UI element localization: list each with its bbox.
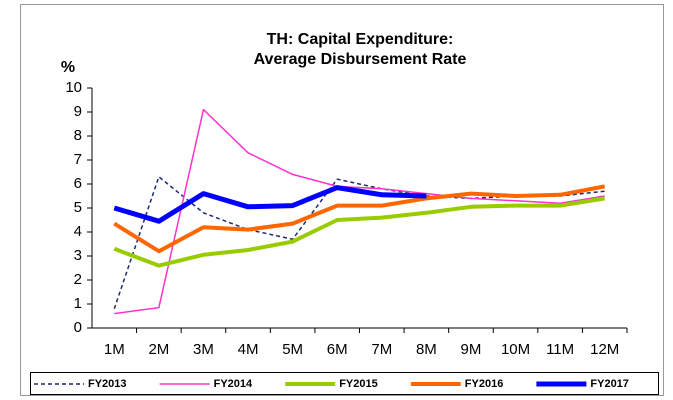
y-tick-label: 6 bbox=[74, 175, 82, 192]
x-tick-label: 9M bbox=[461, 341, 482, 358]
y-tick-label: 3 bbox=[74, 247, 82, 264]
series-line bbox=[114, 108, 605, 315]
y-tick-label: 5 bbox=[74, 199, 82, 216]
y-tick-label: 2 bbox=[74, 271, 82, 288]
series-line bbox=[113, 184, 606, 254]
x-tick-label: 3M bbox=[193, 341, 214, 358]
legend-label: FY2015 bbox=[339, 378, 378, 390]
legend-label: FY2017 bbox=[590, 378, 629, 390]
x-tick-label: 8M bbox=[416, 341, 437, 358]
chart-title: Average Disbursement Rate bbox=[254, 51, 467, 68]
chart-title: TH: Capital Expenditure: bbox=[267, 31, 454, 48]
x-tick-label: 5M bbox=[282, 341, 303, 358]
x-tick-label: 10M bbox=[501, 341, 530, 358]
x-tick-label: 4M bbox=[238, 341, 259, 358]
y-tick-label: 0 bbox=[74, 319, 82, 336]
y-tick-label: 10 bbox=[65, 79, 82, 96]
y-tick-label: 7 bbox=[74, 151, 82, 168]
x-tick-label: 11M bbox=[546, 341, 574, 358]
x-tick-label: 7M bbox=[371, 341, 392, 358]
y-tick-label: 4 bbox=[74, 223, 82, 240]
x-tick-label: 12M bbox=[590, 341, 619, 358]
y-tick-label: 8 bbox=[74, 127, 82, 144]
x-tick-label: 6M bbox=[327, 341, 348, 358]
legend-label: FY2013 bbox=[88, 378, 127, 390]
series-line bbox=[113, 196, 606, 268]
series-line bbox=[113, 176, 605, 310]
chart-frame bbox=[20, 4, 664, 396]
legend-box bbox=[30, 372, 659, 395]
x-tick-label: 2M bbox=[148, 341, 169, 358]
legend-label: FY2014 bbox=[214, 378, 253, 390]
series-line bbox=[113, 185, 427, 224]
legend-label: FY2016 bbox=[465, 378, 504, 390]
x-tick-label: 1M bbox=[104, 341, 125, 358]
y-tick-label: 9 bbox=[74, 103, 82, 120]
y-tick-label: 1 bbox=[74, 295, 82, 312]
y-axis-label: % bbox=[61, 59, 75, 76]
